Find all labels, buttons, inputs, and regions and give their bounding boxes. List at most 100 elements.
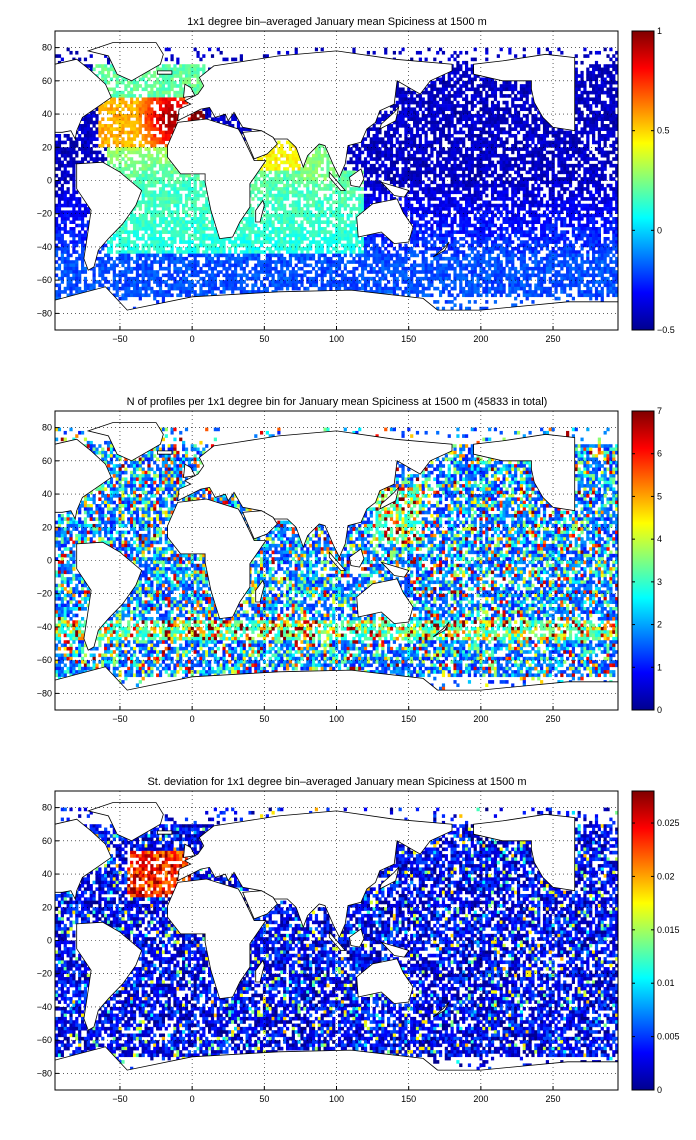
data-cell <box>522 143 526 148</box>
data-cell <box>179 104 183 108</box>
data-cell <box>450 147 454 151</box>
data-cell <box>467 203 472 208</box>
data-cell <box>413 233 417 238</box>
data-cell <box>464 157 469 161</box>
data-cell <box>462 130 466 135</box>
data-cell <box>147 197 151 201</box>
data-cell <box>511 157 515 161</box>
data-cell <box>291 213 295 218</box>
data-cell <box>190 187 194 191</box>
data-cell <box>592 137 596 141</box>
data-cell <box>106 137 111 141</box>
data-cell <box>182 70 186 75</box>
data-cell <box>540 153 544 158</box>
data-cell <box>147 163 151 168</box>
data-cell <box>314 230 319 234</box>
data-cell <box>170 210 174 215</box>
data-cell <box>496 133 500 138</box>
data-cell <box>560 163 564 168</box>
data-cell <box>551 223 555 228</box>
data-cell <box>106 70 111 75</box>
data-cell <box>401 180 405 185</box>
data-cell <box>424 230 428 234</box>
data-cell <box>511 197 515 201</box>
data-cell <box>597 90 601 95</box>
data-cell <box>389 140 394 145</box>
data-cell <box>511 187 515 191</box>
data-cell <box>161 130 166 135</box>
data-cell <box>268 157 272 161</box>
data-cell <box>72 220 76 224</box>
data-cell <box>141 133 145 138</box>
data-cell <box>127 236 131 241</box>
data-cell <box>592 197 596 201</box>
data-cell <box>415 210 420 215</box>
data-cell <box>574 74 578 78</box>
data-cell <box>311 167 316 171</box>
data-cell <box>415 104 420 108</box>
data-cell <box>153 190 157 195</box>
data-cell <box>606 114 610 118</box>
data-cell <box>594 90 599 95</box>
data-cell <box>606 74 610 78</box>
data-cell <box>490 233 495 238</box>
data-cell <box>447 94 451 98</box>
data-cell <box>329 180 333 185</box>
data-cell <box>508 220 512 224</box>
data-cell <box>184 227 189 231</box>
data-cell <box>404 114 408 118</box>
data-cell <box>430 94 434 98</box>
data-cell <box>363 137 368 141</box>
data-cell <box>413 153 417 158</box>
data-cell <box>297 213 301 218</box>
data-cell <box>594 100 599 105</box>
data-cell <box>176 210 180 215</box>
data-cell <box>135 223 140 228</box>
data-cell <box>551 203 555 208</box>
data-cell <box>476 87 480 92</box>
data-cell <box>265 197 269 201</box>
data-cell <box>516 180 521 185</box>
data-cell <box>502 153 506 158</box>
data-cell <box>104 67 108 72</box>
data-cell <box>285 153 290 158</box>
data-cell <box>329 160 333 165</box>
data-cell <box>130 80 134 85</box>
data-cell <box>109 236 114 241</box>
data-cell <box>346 177 350 181</box>
data-cell <box>476 233 480 238</box>
data-cell <box>542 203 547 208</box>
data-cell <box>424 87 428 92</box>
data-cell <box>438 87 443 92</box>
data-cell <box>320 157 324 161</box>
data-cell <box>433 170 437 175</box>
data-cell <box>502 220 506 224</box>
data-cell <box>528 233 532 238</box>
data-cell <box>55 203 59 208</box>
data-cell <box>283 167 287 171</box>
data-cell <box>592 133 596 138</box>
data-cell <box>320 160 324 165</box>
data-cell <box>89 157 93 161</box>
data-cell <box>450 133 454 138</box>
data-cell <box>525 230 529 234</box>
data-cell <box>473 57 477 62</box>
data-cell <box>525 137 529 141</box>
data-cell <box>138 180 142 185</box>
data-cell <box>609 70 613 75</box>
data-cell <box>164 107 168 112</box>
data-cell <box>132 80 137 85</box>
data-cell <box>387 173 391 178</box>
data-cell <box>193 87 197 92</box>
data-cell <box>92 114 96 118</box>
data-cell <box>603 143 607 148</box>
data-cell <box>427 177 431 181</box>
data-cell <box>554 217 558 221</box>
data-cell <box>433 197 437 201</box>
data-cell <box>346 170 350 175</box>
data-cell <box>421 110 425 115</box>
data-cell <box>57 160 62 165</box>
data-cell <box>369 163 373 168</box>
data-cell <box>135 87 140 92</box>
data-cell <box>606 217 610 221</box>
